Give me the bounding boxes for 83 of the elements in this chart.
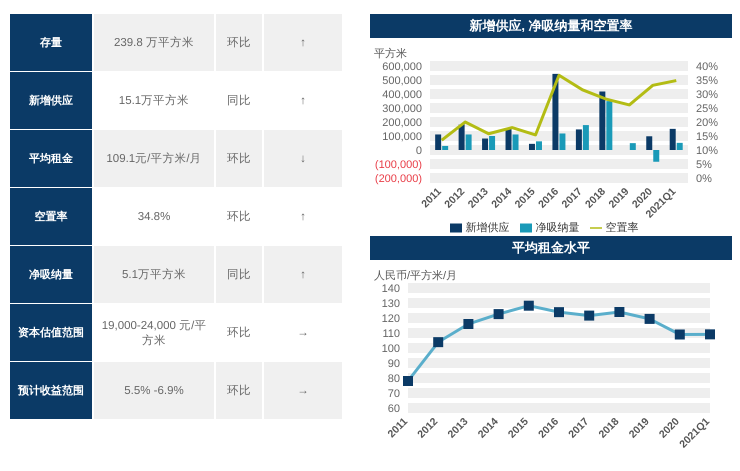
y-tick-label: 100	[382, 343, 400, 355]
text: ↓	[264, 130, 342, 187]
bar	[512, 134, 519, 150]
chart-title: 平均租金水平	[370, 236, 732, 260]
y2-tick-label: 20%	[696, 117, 718, 129]
bar	[489, 136, 496, 150]
y-tick-label: 140	[382, 283, 400, 295]
y-tick-label: 110	[382, 328, 400, 340]
y2-tick-label: 35%	[696, 75, 718, 87]
bar	[528, 144, 535, 150]
line-series	[440, 74, 678, 142]
y2-tick-label: 25%	[696, 103, 718, 115]
y2-tick-label: 0%	[696, 173, 712, 185]
legend-label: 净吸纳量	[536, 222, 580, 234]
text: 环比	[216, 362, 262, 419]
text: 同比	[216, 246, 262, 303]
bar	[466, 134, 472, 150]
y-tick-label: 400,000	[382, 89, 422, 101]
bar	[599, 91, 606, 150]
text: 资本估值范围	[10, 304, 92, 361]
y-tick-label: 200,000	[382, 117, 422, 129]
y2-tick-label: 5%	[696, 159, 712, 171]
text: 239.8 万平方米	[94, 14, 214, 71]
bar	[442, 146, 448, 150]
text: 同比	[216, 72, 262, 129]
bar	[559, 133, 566, 150]
y-axis-title: 平方米	[374, 46, 408, 60]
bar	[536, 141, 542, 150]
bar	[630, 143, 636, 150]
y-tick-label: 130	[382, 298, 400, 310]
text: ↑	[264, 72, 342, 129]
text: 34.8%	[94, 188, 214, 245]
text: 平均租金	[10, 130, 92, 187]
y-tick-label: 100,000	[382, 131, 422, 143]
bar	[653, 150, 660, 162]
text: 环比	[216, 188, 262, 245]
y2-tick-label: 30%	[696, 89, 718, 101]
text: ↑	[264, 188, 342, 245]
bar	[435, 134, 442, 150]
chart-title: 新增供应, 净吸纳量和空置率	[370, 14, 732, 38]
text: 空置率	[10, 188, 92, 245]
legend-label: 空置率	[606, 222, 638, 234]
text: ↑	[264, 246, 342, 303]
text: 环比	[216, 14, 262, 71]
text: ↑	[264, 14, 342, 71]
text: 5.5% -6.9%	[94, 362, 214, 419]
bar	[582, 125, 589, 150]
y-tick-label: 90	[388, 358, 400, 370]
text: 新增供应	[10, 72, 92, 129]
y-axis-title: 人民币/平方米/月	[374, 268, 458, 282]
text: 5.1万平方米	[94, 246, 214, 303]
text: 109.1元/平方米/月	[94, 130, 214, 187]
y-tick-label: 0	[416, 145, 422, 157]
y-tick-label: 60	[388, 403, 400, 415]
text: 19,000-24,000 元/平方米	[94, 304, 214, 361]
y-tick-label: (100,000)	[374, 159, 422, 171]
bar	[506, 128, 512, 150]
bar	[676, 142, 683, 150]
y-tick-label: 300,000	[382, 103, 422, 115]
y2-tick-label: 10%	[696, 145, 718, 157]
bar	[482, 138, 488, 150]
text: 预计收益范围	[10, 362, 92, 419]
y-tick-label: 80	[388, 373, 400, 385]
bar	[670, 128, 676, 150]
y-tick-label: 500,000	[382, 75, 422, 87]
y-tick-label: 600,000	[382, 61, 422, 73]
text: 存量	[10, 14, 92, 71]
y2-tick-label: 40%	[696, 61, 718, 73]
text: →	[264, 304, 342, 361]
bar	[646, 136, 652, 150]
bar	[458, 124, 465, 150]
y-tick-label: 120	[382, 313, 400, 325]
text: 环比	[216, 304, 262, 361]
text: 净吸纳量	[10, 246, 92, 303]
y-tick-label: (200,000)	[374, 173, 422, 185]
y-tick-label: 70	[388, 388, 400, 400]
y2-tick-label: 15%	[696, 131, 718, 143]
legend-label: 新增供应	[466, 222, 510, 234]
text: 15.1万平方米	[94, 72, 214, 129]
bar	[606, 101, 612, 150]
text: →	[264, 362, 342, 419]
bar	[576, 129, 582, 150]
text: 环比	[216, 130, 262, 187]
